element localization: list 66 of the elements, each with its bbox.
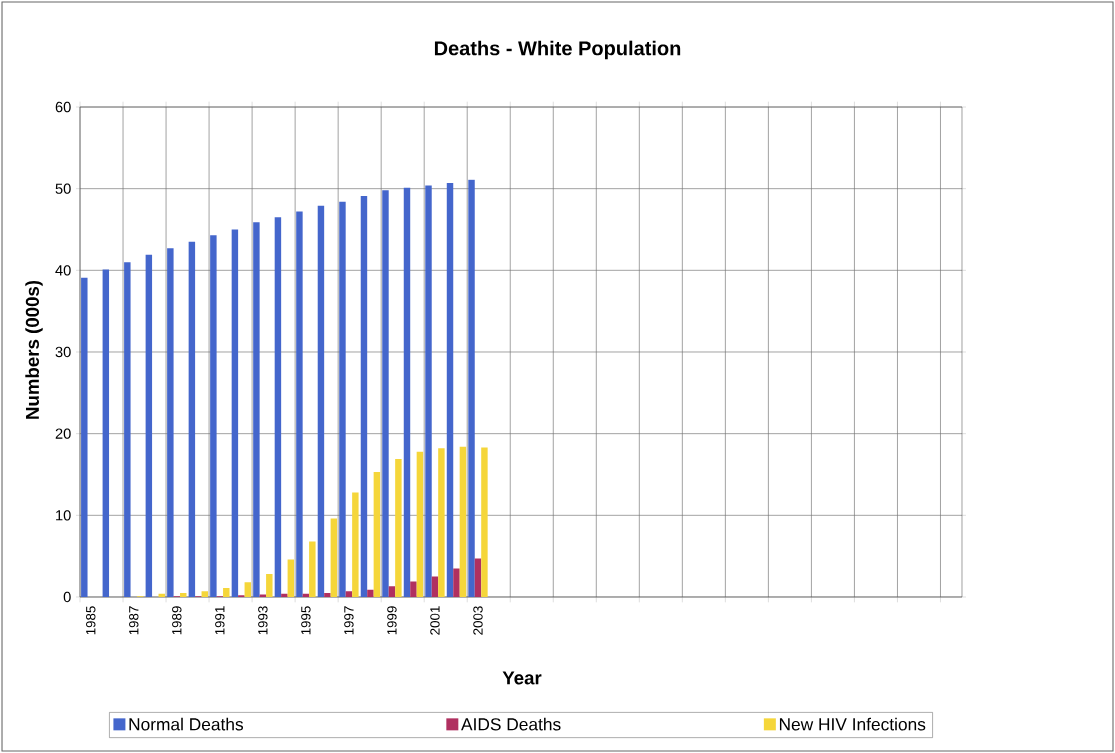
bar [382, 190, 389, 597]
y-tick-label: 60 [55, 101, 71, 113]
bar [339, 201, 346, 597]
bar [474, 558, 482, 597]
bar [145, 254, 153, 597]
bar [201, 591, 209, 597]
x-tick-label: 1995 [301, 606, 311, 635]
chart-title: Deaths - White Population [434, 40, 681, 60]
bar [180, 592, 187, 597]
legend-label: New HIV Infections [779, 717, 926, 731]
bar [210, 235, 217, 597]
bar [223, 588, 230, 597]
bar [388, 586, 396, 597]
bar [367, 589, 374, 597]
bar [403, 187, 411, 597]
bar [446, 182, 454, 597]
bar [453, 568, 460, 597]
y-tick-label: 40 [55, 265, 71, 276]
bar [81, 277, 88, 597]
bar [468, 179, 475, 597]
x-tick-label: 2001 [430, 606, 440, 635]
bar [395, 458, 402, 597]
y-tick-label: 10 [56, 510, 71, 521]
x-tick-label: 1989 [172, 606, 182, 635]
bar [324, 592, 331, 597]
bar [345, 591, 353, 597]
bar [425, 185, 432, 597]
bar [459, 446, 467, 597]
bar [309, 541, 316, 597]
bar [330, 518, 338, 597]
bar [253, 222, 260, 597]
y-tick-label: 20 [55, 428, 71, 439]
y-tick-label: 50 [55, 183, 71, 194]
x-tick-label: 1997 [344, 606, 354, 635]
bar [296, 211, 303, 597]
bar [373, 472, 381, 597]
bar [274, 217, 282, 597]
bar [102, 269, 110, 597]
y-tick-label: 0 [63, 591, 71, 603]
x-tick-label: 1985 [86, 606, 96, 635]
bar [281, 593, 288, 597]
x-axis-title: Year [502, 671, 542, 685]
bar [124, 262, 131, 597]
bar [266, 574, 273, 597]
bar [188, 241, 196, 597]
x-tick-label: 1993 [258, 606, 268, 635]
bar [244, 582, 252, 597]
y-tick-label: 30 [55, 346, 71, 358]
x-tick-label: 2003 [473, 606, 483, 635]
bar [416, 451, 424, 597]
bar [167, 248, 174, 597]
bar [231, 229, 239, 597]
bar [410, 581, 417, 597]
bar [352, 492, 359, 597]
bar [438, 448, 445, 597]
bar [431, 576, 439, 597]
legend-label: AIDS Deaths [461, 717, 561, 731]
bar [481, 447, 488, 597]
legend-label: Normal Deaths [129, 717, 244, 731]
bar [317, 205, 325, 597]
bar [360, 196, 368, 597]
x-tick-label: 1987 [129, 606, 139, 635]
x-tick-label: 1999 [387, 606, 397, 635]
x-tick-label: 1991 [215, 606, 225, 635]
y-axis-title: Numbers (000s) [25, 280, 43, 419]
bar [287, 559, 295, 597]
